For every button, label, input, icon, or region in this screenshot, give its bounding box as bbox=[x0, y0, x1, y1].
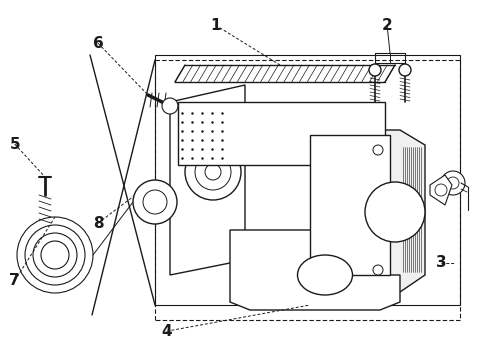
Text: 5: 5 bbox=[9, 136, 20, 152]
Polygon shape bbox=[430, 175, 452, 205]
Circle shape bbox=[369, 64, 381, 76]
Circle shape bbox=[365, 182, 425, 242]
Polygon shape bbox=[230, 230, 400, 310]
Polygon shape bbox=[360, 130, 425, 292]
Circle shape bbox=[143, 190, 167, 214]
Text: 7: 7 bbox=[9, 273, 20, 288]
Circle shape bbox=[373, 265, 383, 275]
Polygon shape bbox=[178, 102, 385, 165]
Circle shape bbox=[25, 225, 85, 285]
Circle shape bbox=[133, 180, 177, 224]
Circle shape bbox=[185, 144, 241, 200]
Circle shape bbox=[373, 145, 383, 155]
Circle shape bbox=[447, 177, 459, 189]
Text: 3: 3 bbox=[436, 255, 446, 270]
Text: 4: 4 bbox=[161, 324, 172, 339]
Circle shape bbox=[205, 164, 221, 180]
Polygon shape bbox=[170, 85, 245, 275]
Polygon shape bbox=[310, 135, 390, 275]
Circle shape bbox=[195, 154, 231, 190]
Circle shape bbox=[441, 171, 465, 195]
Text: 6: 6 bbox=[93, 36, 103, 51]
Circle shape bbox=[33, 233, 77, 277]
Circle shape bbox=[162, 98, 178, 114]
Polygon shape bbox=[155, 55, 460, 305]
Circle shape bbox=[399, 64, 411, 76]
Circle shape bbox=[41, 241, 69, 269]
Circle shape bbox=[435, 184, 447, 196]
Text: 2: 2 bbox=[382, 18, 392, 33]
Ellipse shape bbox=[297, 255, 352, 295]
Text: 1: 1 bbox=[210, 18, 221, 33]
Circle shape bbox=[17, 217, 93, 293]
Text: 8: 8 bbox=[93, 216, 103, 231]
